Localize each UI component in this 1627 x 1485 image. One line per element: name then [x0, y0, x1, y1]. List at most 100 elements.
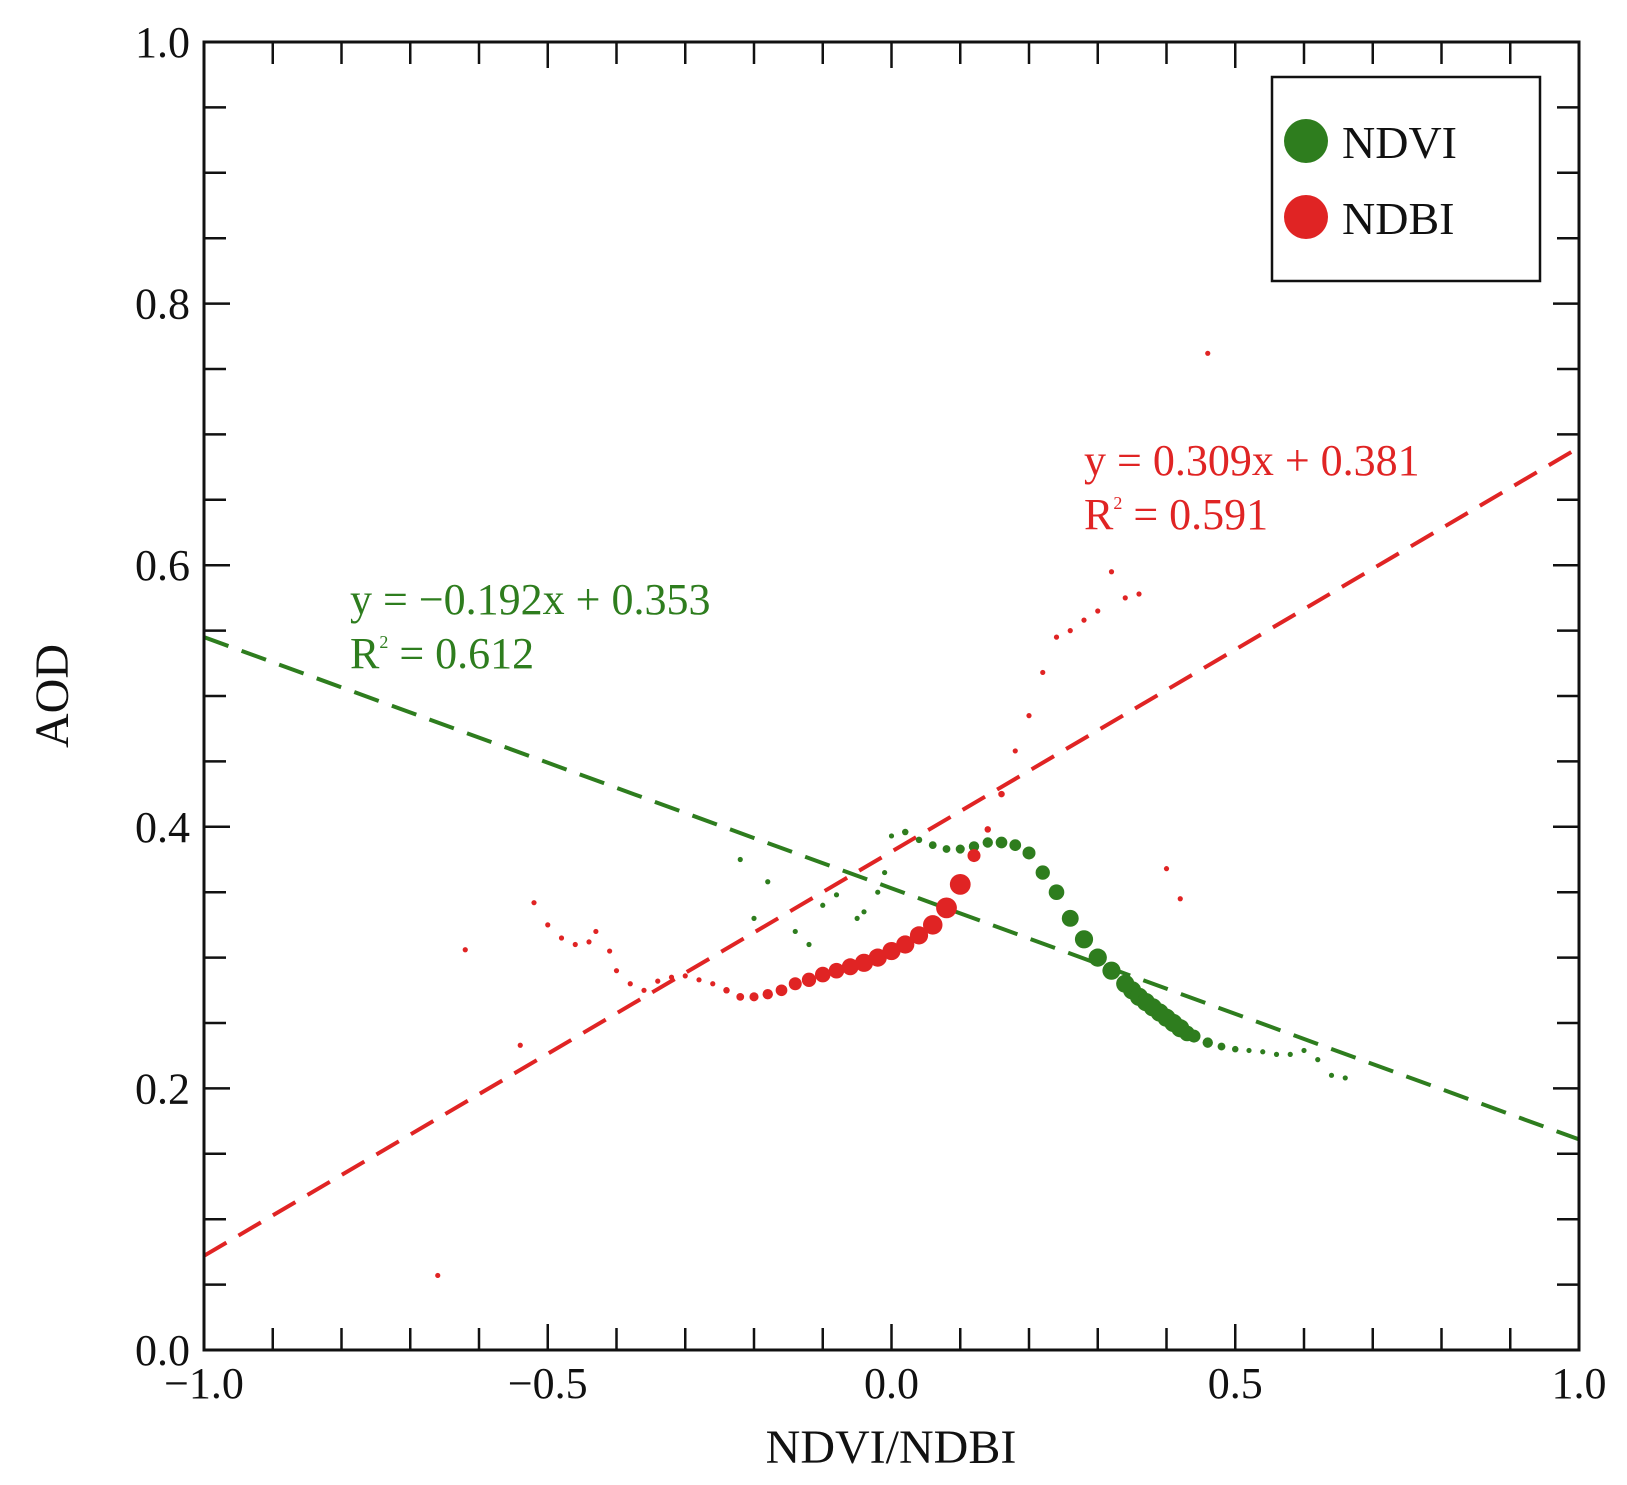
ndbi-point — [936, 897, 957, 919]
ndbi-point — [1205, 350, 1211, 356]
ndbi-point — [1053, 634, 1060, 640]
ndbi-point — [762, 989, 773, 1000]
ndbi-point — [896, 935, 915, 954]
ndbi-point — [1108, 569, 1115, 575]
ndvi-point — [942, 845, 951, 853]
ndvi-point — [968, 841, 980, 852]
ndbi-point — [967, 849, 981, 863]
ndbi-point — [984, 826, 991, 833]
ndbi-point — [586, 939, 592, 945]
ndbi-point — [736, 992, 745, 1001]
ndbi-point — [1163, 866, 1170, 872]
plot-frame — [202, 40, 1581, 1352]
ndvi-point — [751, 915, 757, 921]
ndbi-point — [1177, 896, 1183, 902]
ndbi-point — [435, 1272, 441, 1279]
ndbi-fit-line — [202, 445, 1581, 1258]
ndvi-point — [765, 879, 771, 885]
ndvi-point — [1217, 1042, 1226, 1051]
ndvi-point — [1102, 961, 1121, 980]
ndvi-fit-line — [203, 635, 1580, 1142]
ndbi-point — [1081, 617, 1087, 623]
ndbi-point — [882, 941, 901, 961]
ndbi-point — [1026, 713, 1032, 719]
ndvi-point — [1074, 930, 1094, 949]
legend-box — [1270, 75, 1542, 283]
x-tick-label: 0.0 — [864, 1359, 919, 1408]
y-axis-label: AOD — [26, 644, 79, 748]
x-tick-label: 0.5 — [1208, 1359, 1263, 1408]
ndbi-point — [593, 928, 599, 935]
ndvi-point — [792, 928, 798, 935]
ndbi-point — [814, 966, 831, 983]
legend-ndvi-label: NDVI — [1342, 117, 1457, 168]
ndvi-point — [928, 841, 937, 850]
ndbi-point — [949, 873, 971, 895]
ndvi-point — [806, 941, 812, 948]
ndbi-point — [613, 968, 620, 974]
ndvi-point — [1342, 1075, 1348, 1081]
y-tick-label: 0.8 — [135, 280, 190, 329]
ndvi-point — [1061, 909, 1079, 927]
ndbi-point — [998, 790, 1005, 798]
ndbi-point — [828, 962, 845, 979]
ndbi-point — [1095, 608, 1101, 614]
legend-ndbi-marker — [1284, 195, 1328, 239]
data-points — [435, 350, 1348, 1279]
ndbi-point — [923, 915, 943, 935]
ndvi-point — [820, 902, 826, 908]
legend-ndvi-marker — [1284, 119, 1328, 163]
x-tick-label: −0.5 — [508, 1359, 588, 1408]
ndvi-point — [737, 856, 743, 863]
y-tick-label: 1.0 — [135, 18, 190, 67]
ndvi-point — [1187, 1029, 1201, 1043]
ndvi-point — [833, 892, 840, 898]
ndvi-point — [1088, 948, 1107, 967]
ndvi-point — [1246, 1047, 1252, 1054]
ndbi-point — [868, 948, 887, 967]
ndvi-point — [882, 869, 888, 876]
ndvi-point — [861, 909, 867, 915]
ndvi-point — [1315, 1057, 1321, 1063]
ndvi-point — [955, 844, 965, 854]
ndbi-point — [641, 987, 647, 993]
legend-ndbi-label: NDBI — [1342, 193, 1454, 244]
ndvi-fit-equation: y = −0.192x + 0.353 — [350, 575, 710, 624]
ndvi-point — [854, 915, 860, 921]
ndbi-point — [841, 958, 859, 976]
ndvi-point — [1048, 884, 1065, 900]
y-tick-label: 0.6 — [135, 541, 190, 590]
x-tick-label: 1.0 — [1552, 1359, 1607, 1408]
ndvi-point — [1260, 1049, 1266, 1055]
ndbi-point — [696, 977, 702, 983]
ndbi-point — [1136, 591, 1142, 597]
ndvi-point — [888, 833, 895, 839]
ndvi-point — [1287, 1051, 1293, 1057]
ndvi-point — [1022, 846, 1036, 860]
ndvi-point — [875, 889, 881, 895]
ndvi-fit-r2: R2 = 0.612 — [350, 629, 534, 678]
tick-labels: −1.0 −0.5 0.0 0.5 1.0 0.0 0.2 0.4 0.6 0.8 1.0 — [135, 18, 1607, 1408]
ndbi-fit-equation: y = 0.309x + 0.381 — [1084, 436, 1420, 485]
ndvi-point — [1202, 1037, 1213, 1048]
ndbi-point — [1012, 748, 1018, 754]
ndbi-point — [531, 900, 537, 906]
ndbi-point — [545, 922, 551, 928]
ndbi-point — [627, 981, 633, 987]
ndbi-point — [517, 1042, 523, 1048]
ndvi-point — [915, 836, 923, 844]
x-tick-label: −1.0 — [164, 1359, 244, 1408]
ndbi-point — [1122, 595, 1128, 601]
ndvi-point — [1232, 1045, 1239, 1053]
ndvi-point — [1035, 865, 1050, 880]
ndbi-point — [710, 981, 716, 987]
ndvi-point — [902, 828, 909, 836]
ndvi-point — [1328, 1072, 1335, 1078]
ndbi-fit-r2: R2 = 0.591 — [1084, 490, 1268, 539]
ndvi-point — [1273, 1051, 1280, 1057]
ndbi-point — [788, 977, 802, 991]
ndbi-point — [854, 953, 874, 972]
y-tick-label: 0.4 — [135, 803, 190, 852]
ndbi-point — [572, 941, 578, 948]
